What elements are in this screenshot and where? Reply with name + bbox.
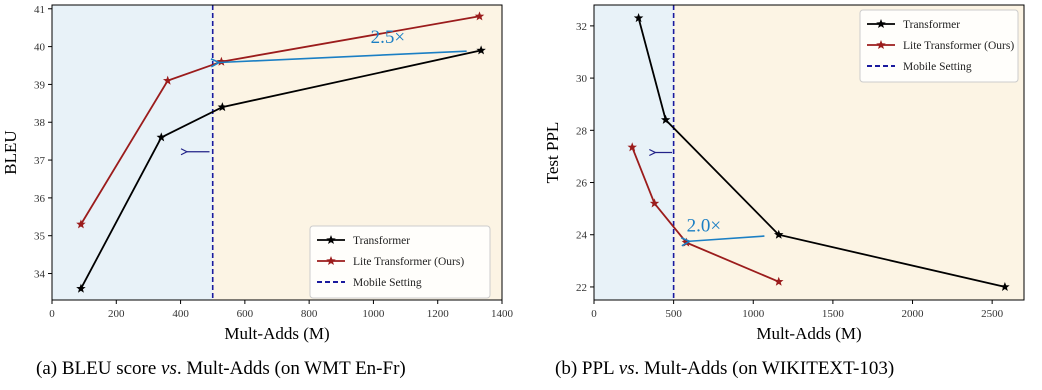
lite-transformer-point xyxy=(627,142,637,152)
y-tick-label: 34 xyxy=(34,269,46,281)
lite-transformer-point xyxy=(474,11,485,21)
x-tick-label: 200 xyxy=(108,308,125,320)
lite-transformer-point xyxy=(216,56,227,66)
legend: Transformer Lite Transformer (Ours) Mobile… xyxy=(859,9,1019,83)
y-tick-label: 24 xyxy=(576,230,588,242)
bleu-chart: 0 200 400 600 800 1000 1200 1400 34 35 36 37 38 39 40 4… xyxy=(1,4,514,343)
x-tick-label: 1500 xyxy=(822,308,845,320)
plot-frame xyxy=(593,4,1025,301)
x-tick-label: 1200 xyxy=(427,308,450,320)
x-tick-label: 1400 xyxy=(491,308,514,320)
x-tick-label: 500 xyxy=(665,308,682,320)
y-tick-label: 35 xyxy=(34,231,46,243)
lite-transformer-point xyxy=(76,219,86,229)
caption-a: (a) BLEU score vs. Mult-Adds (on WMT En-… xyxy=(36,358,406,380)
speedup-label: 2.5× xyxy=(371,27,405,48)
y-axis-label: Test PPL xyxy=(543,122,562,184)
y-tick-label: 28 xyxy=(576,125,588,137)
y-tick-label: 41 xyxy=(34,4,45,16)
y-tick-label: 22 xyxy=(576,282,587,294)
x-tick-label: 2500 xyxy=(981,308,1004,320)
y-axis-label: BLEU xyxy=(1,130,20,174)
x-tick-label: 2000 xyxy=(902,308,925,320)
ppl-chart: 0 500 1000 1500 2000 2500 22 24 26 28 30 32 2.0× Mult… xyxy=(543,4,1025,343)
caption-b-vs: vs xyxy=(618,358,635,379)
lite-transformer-point xyxy=(649,198,660,208)
legend-marker-transformer xyxy=(326,235,336,245)
legend-marker-lite-transformer xyxy=(876,40,886,50)
x-tick-label: 800 xyxy=(301,308,318,320)
legend: Transformer Lite Transformer (Ours) Mobile… xyxy=(309,225,491,299)
caption-a-vs: vs xyxy=(161,358,177,379)
caption-b-prefix: (b) PPL xyxy=(555,358,619,379)
y-tick-label: 26 xyxy=(576,178,588,190)
x-axis-label: Mult-Adds (M) xyxy=(224,324,329,343)
y-tick-label: 32 xyxy=(576,21,587,33)
speedup-arrow xyxy=(219,50,467,62)
lite-transformer-point xyxy=(773,276,784,286)
transformer-point xyxy=(76,283,86,293)
transformer-point xyxy=(1000,281,1010,291)
legend-box xyxy=(309,225,491,299)
x-axis-label: Mult-Adds (M) xyxy=(756,324,861,343)
transformer-point xyxy=(217,102,228,112)
legend-label-mobile-setting: Mobile Setting xyxy=(903,61,972,73)
x-tick-label: 0 xyxy=(49,308,55,320)
speedup-arrow xyxy=(690,235,765,241)
transformer-point xyxy=(476,45,486,55)
caption-b-suffix: . Mult-Adds (on WIKITEXT-103) xyxy=(634,358,895,379)
y-tick-label: 37 xyxy=(34,155,46,167)
lite-transformer-line xyxy=(80,15,480,225)
x-tick-label: 1000 xyxy=(362,308,385,320)
y-tick-label: 39 xyxy=(34,79,46,91)
plot-frame xyxy=(51,4,503,301)
transformer-point xyxy=(773,229,784,239)
legend-label-lite-transformer: Lite Transformer (Ours) xyxy=(903,40,1014,52)
legend-marker-lite-transformer xyxy=(326,256,336,266)
x-tick-label: 400 xyxy=(172,308,189,320)
transformer-point xyxy=(156,132,167,142)
legend-label-transformer: Transformer xyxy=(903,19,960,31)
legend-label-mobile-setting: Mobile Setting xyxy=(353,277,422,289)
speedup-label: 2.0× xyxy=(687,216,721,237)
x-tick-label: 1000 xyxy=(742,308,765,320)
y-tick-label: 40 xyxy=(34,42,46,54)
mobile-region xyxy=(52,5,213,300)
y-tick-label: 38 xyxy=(34,117,46,129)
caption-b: (b) PPL vs. Mult-Adds (on WIKITEXT-103) xyxy=(555,358,894,380)
lite-transformer-point xyxy=(162,75,173,85)
legend-label-lite-transformer: Lite Transformer (Ours) xyxy=(353,256,464,268)
lite-transformer-line xyxy=(631,146,780,283)
legend-label-transformer: Transformer xyxy=(353,235,410,247)
transformer-line xyxy=(637,17,1006,288)
transformer-point xyxy=(660,114,671,124)
transformer-point xyxy=(633,13,644,23)
y-tick-label: 30 xyxy=(576,73,588,85)
transformer-line xyxy=(80,49,482,290)
legend-marker-transformer xyxy=(876,19,886,29)
legend-box xyxy=(859,9,1019,83)
x-tick-label: 600 xyxy=(237,308,254,320)
x-tick-label: 0 xyxy=(591,308,597,320)
caption-a-prefix: (a) BLEU score xyxy=(36,358,162,379)
y-tick-label: 36 xyxy=(34,193,46,205)
caption-a-suffix: . Mult-Adds (on WMT En-Fr) xyxy=(176,358,406,379)
